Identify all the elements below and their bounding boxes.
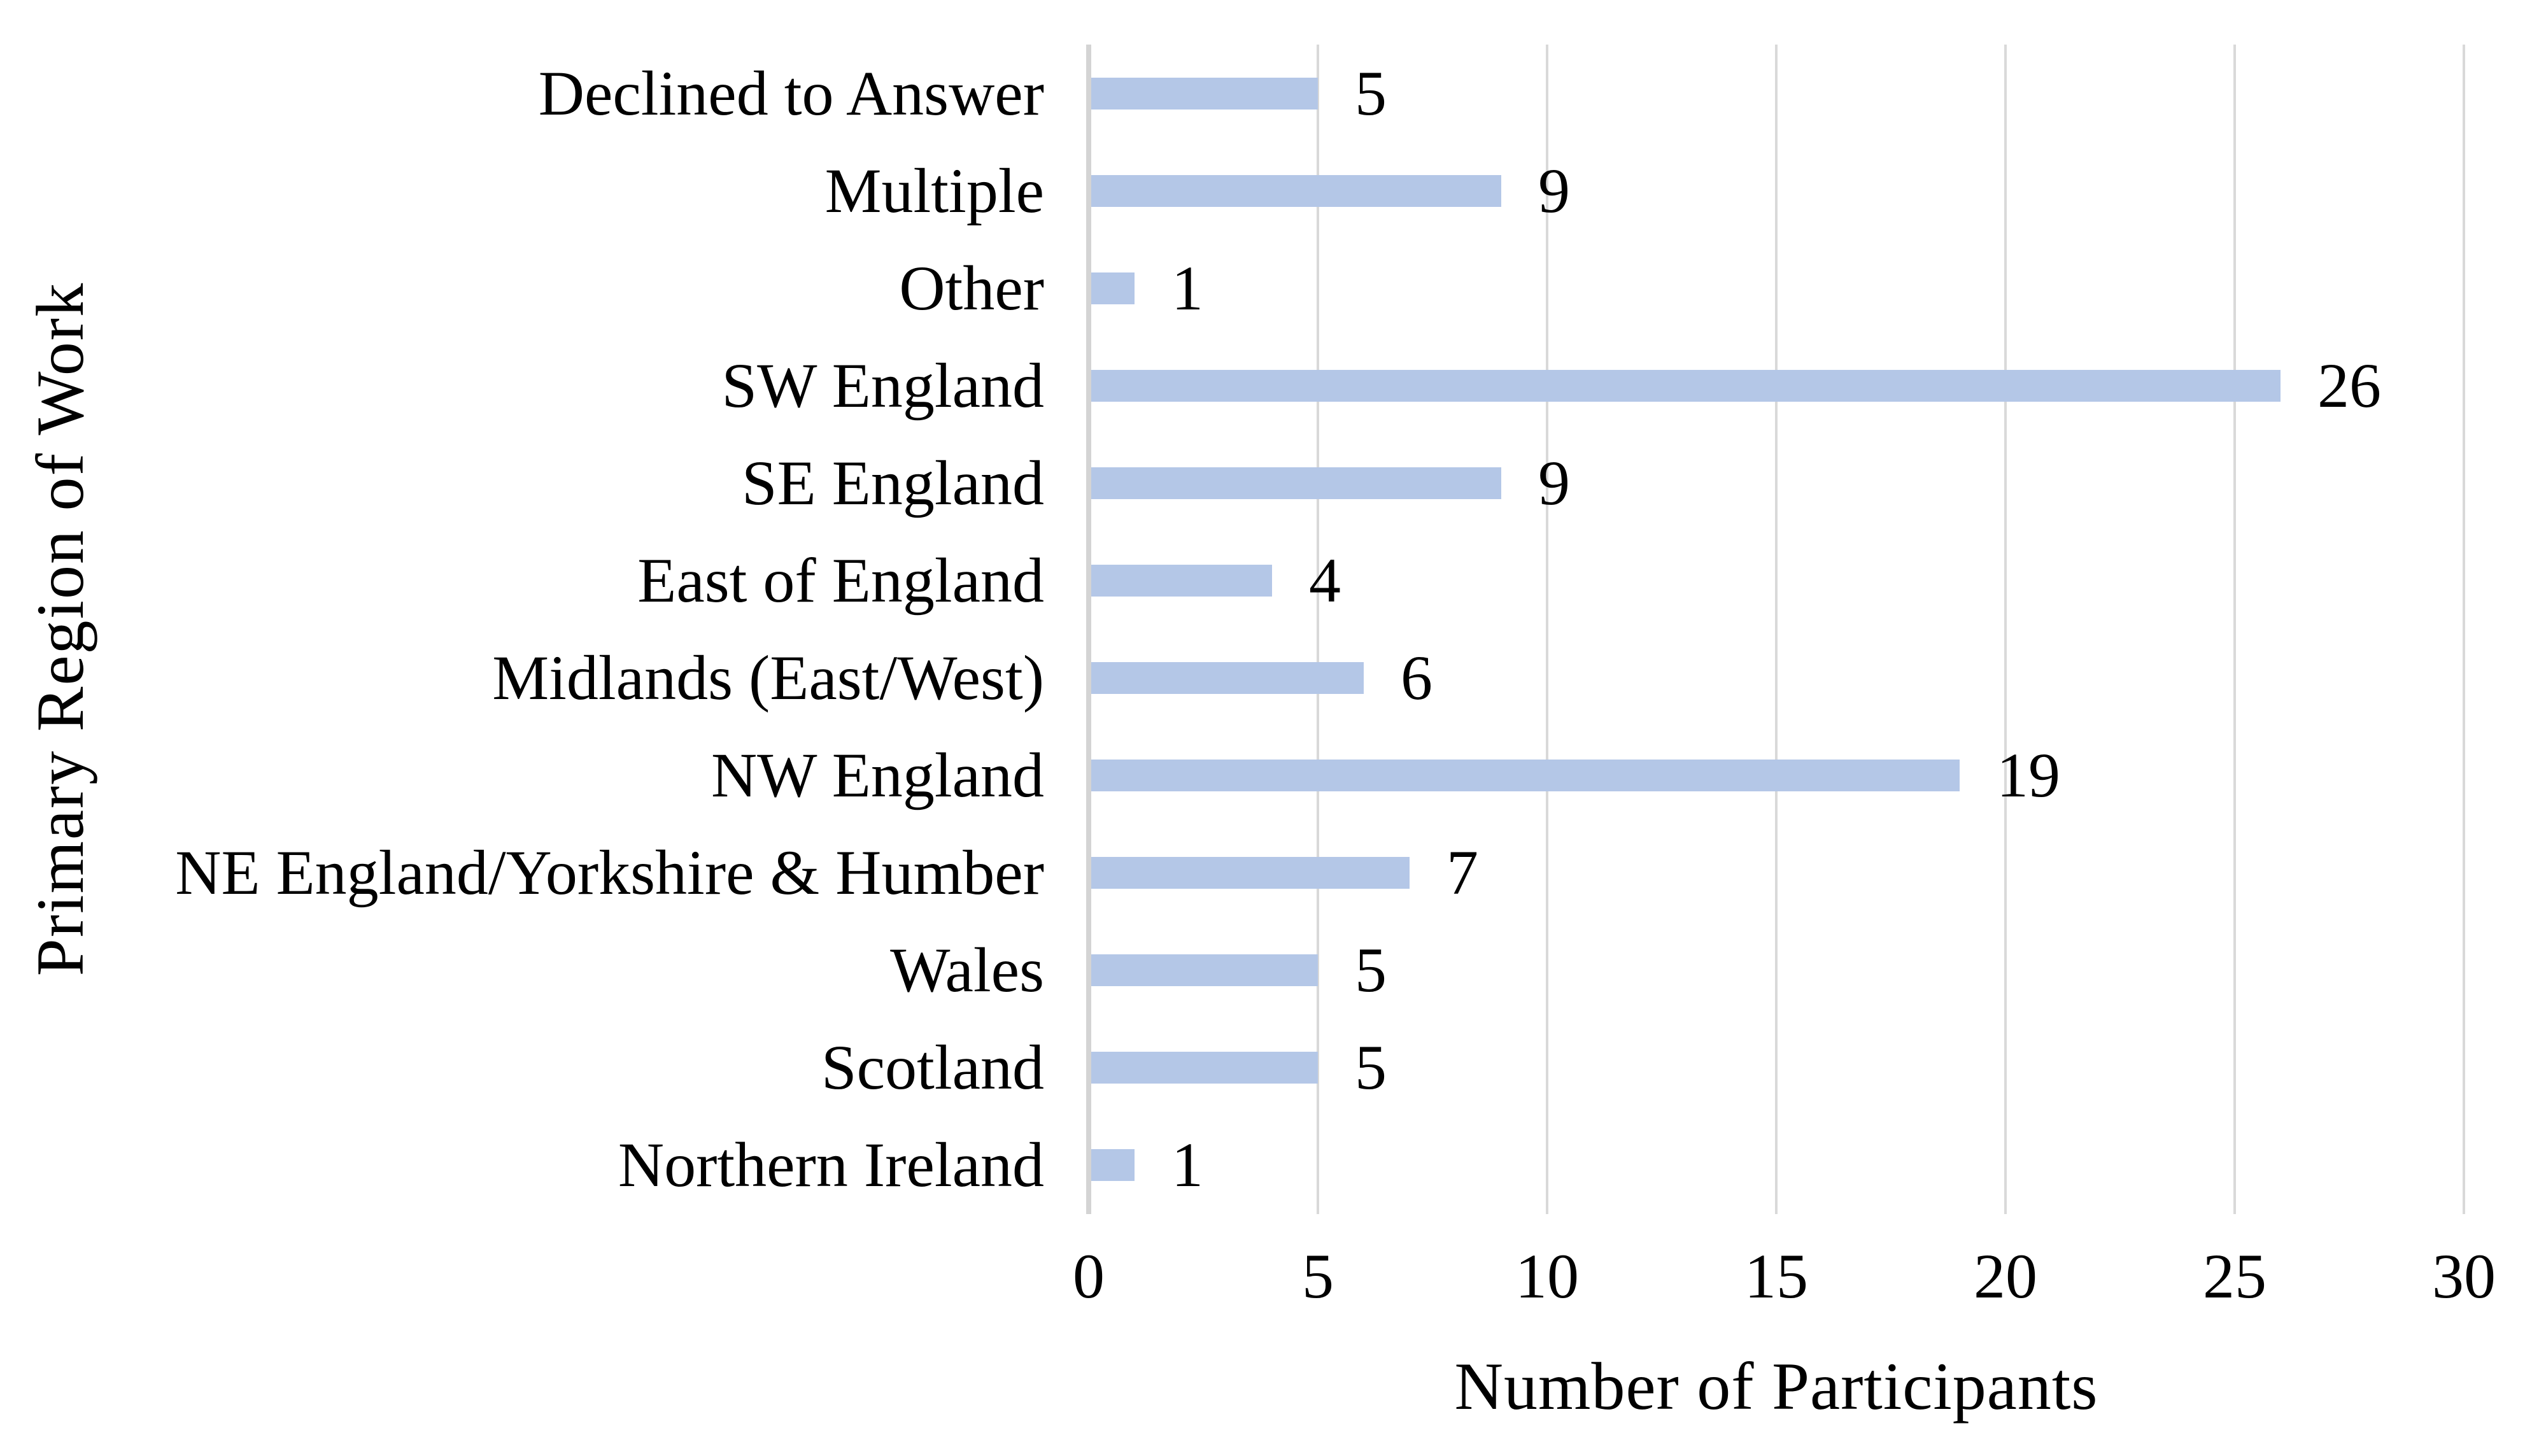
category-label: Wales (890, 935, 1044, 1006)
bar-row: 9 (1089, 142, 2464, 239)
category-label: Northern Ireland (618, 1129, 1044, 1201)
value-label: 6 (1401, 642, 1432, 713)
gridline-15 (1775, 45, 1778, 1214)
x-tick-label-10: 10 (1515, 1241, 1579, 1311)
bar (1091, 1149, 1135, 1182)
gridline-30 (2463, 45, 2465, 1214)
gridline-10 (1546, 45, 1548, 1214)
bar-row: 19 (1089, 727, 2464, 824)
bars-layer: 5 9 1 26 9 4 6 19 7 5 5 1 (1089, 45, 2464, 1214)
category-row: Scotland (0, 1019, 1044, 1117)
value-label: 9 (1538, 447, 1570, 518)
category-labels-column: Declined to Answer Multiple Other SW Englan… (0, 45, 1044, 1214)
category-row: Multiple (0, 142, 1044, 239)
value-label: 26 (2317, 350, 2381, 421)
value-label: 4 (1308, 544, 1341, 616)
value-label: 5 (1354, 935, 1387, 1006)
x-tick-label-15: 15 (1744, 1241, 1808, 1311)
bar-row: 5 (1089, 1019, 2464, 1117)
bar-row: 6 (1089, 629, 2464, 726)
bar-row: 26 (1089, 337, 2464, 434)
category-row: Declined to Answer (0, 45, 1044, 142)
category-label: Scotland (821, 1032, 1044, 1103)
category-label: NE England/Yorkshire & Humber (175, 837, 1044, 908)
gridline-25 (2233, 45, 2236, 1214)
plot-area: 5 9 1 26 9 4 6 19 7 5 5 1 (1086, 45, 2465, 1214)
x-tick-label-25: 25 (2203, 1241, 2267, 1311)
gridline-20 (2004, 45, 2007, 1214)
bar-row: 1 (1089, 1117, 2464, 1214)
category-row: Northern Ireland (0, 1117, 1044, 1214)
bar (1091, 564, 1272, 597)
bar (1091, 467, 1501, 499)
x-tick-label-5: 5 (1302, 1241, 1334, 1311)
value-label: 9 (1538, 155, 1570, 226)
x-tick-label-20: 20 (1974, 1241, 2037, 1311)
bar (1091, 174, 1501, 207)
x-axis-title: Number of Participants (1454, 1349, 2098, 1424)
category-label: Multiple (824, 155, 1044, 226)
bar (1091, 272, 1135, 304)
gridlines-layer (1086, 45, 2465, 1214)
value-label: 5 (1354, 57, 1387, 129)
bar (1091, 857, 1410, 889)
bar (1091, 1052, 1318, 1084)
bar (1091, 760, 1960, 792)
category-row: SW England (0, 337, 1044, 434)
bar (1091, 369, 2281, 402)
category-label: SW England (721, 350, 1044, 421)
category-row: Wales (0, 922, 1044, 1019)
category-label: NW England (711, 740, 1044, 811)
value-label: 7 (1446, 837, 1478, 908)
category-row: SE England (0, 434, 1044, 532)
bar-row: 5 (1089, 45, 2464, 142)
bar (1091, 662, 1364, 694)
bar-row: 1 (1089, 239, 2464, 337)
category-label: SE England (742, 447, 1044, 518)
gridline-5 (1317, 45, 1319, 1214)
value-label: 19 (1997, 740, 2060, 811)
x-tick-label-0: 0 (1073, 1241, 1105, 1311)
bar-row: 5 (1089, 922, 2464, 1019)
bar (1091, 77, 1318, 110)
x-tick-label-30: 30 (2432, 1241, 2496, 1311)
category-row: NE England/Yorkshire & Humber (0, 824, 1044, 922)
category-label: East of England (637, 544, 1044, 616)
category-row: East of England (0, 532, 1044, 629)
category-label: Declined to Answer (538, 57, 1044, 129)
bar (1091, 954, 1318, 987)
bar-row: 7 (1089, 824, 2464, 922)
value-label: 1 (1171, 1129, 1203, 1201)
category-label: Midlands (East/West) (492, 642, 1044, 713)
x-ticks-row: 0 5 10 15 20 25 30 (1073, 1241, 2496, 1321)
bar-row: 9 (1089, 434, 2464, 532)
value-label: 5 (1354, 1032, 1387, 1103)
gridline-0 (1086, 45, 1091, 1214)
value-label: 1 (1171, 252, 1203, 323)
category-row: Other (0, 239, 1044, 337)
category-row: Midlands (East/West) (0, 629, 1044, 726)
category-label: Other (899, 252, 1044, 323)
bar-row: 4 (1089, 532, 2464, 629)
category-row: NW England (0, 727, 1044, 824)
